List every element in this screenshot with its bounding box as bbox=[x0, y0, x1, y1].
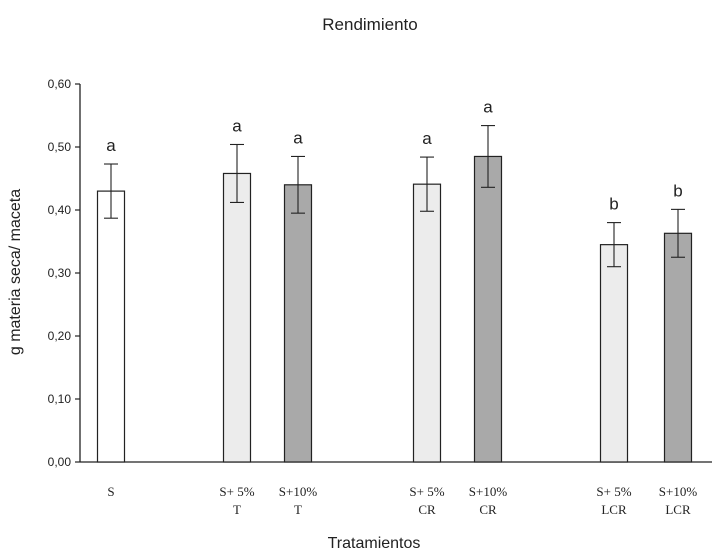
y-axis-label: g materia seca/ maceta bbox=[7, 189, 24, 355]
labels-group: a Sa S+ 5% Ta S+10% Ta S+ 5% CR a S+10% CR b S+ 5% LC… bbox=[106, 98, 697, 517]
bar bbox=[283, 184, 313, 463]
significance-label: a bbox=[483, 98, 493, 117]
category-sublabel: LCR bbox=[601, 502, 627, 517]
bars-group bbox=[96, 125, 693, 463]
category-label: S+10% bbox=[659, 484, 698, 499]
category-sublabel: CR bbox=[479, 502, 497, 517]
bar bbox=[663, 232, 693, 463]
category-sublabel: T bbox=[233, 502, 241, 517]
category-sublabel: LCR bbox=[665, 502, 691, 517]
significance-label: a bbox=[422, 129, 432, 148]
bar bbox=[599, 244, 629, 463]
x-axis-label: Tratamientos bbox=[328, 535, 421, 551]
significance-label: b bbox=[609, 195, 618, 214]
category-sublabel: T bbox=[294, 502, 302, 517]
significance-label: a bbox=[106, 136, 116, 155]
y-tick-label: 0,50 bbox=[48, 140, 72, 154]
y-tick-label: 0,10 bbox=[48, 392, 72, 406]
y-tick-label: 0,60 bbox=[48, 77, 72, 91]
category-label: S+10% bbox=[469, 484, 508, 499]
category-sublabel: CR bbox=[418, 502, 436, 517]
category-label: S+10% bbox=[279, 484, 318, 499]
significance-label: a bbox=[293, 128, 303, 147]
y-tick-label: 0,40 bbox=[48, 203, 72, 217]
bar bbox=[96, 190, 126, 463]
significance-label: a bbox=[232, 116, 242, 135]
significance-label: b bbox=[673, 181, 682, 200]
category-label: S+ 5% bbox=[409, 484, 444, 499]
category-label: S+ 5% bbox=[219, 484, 254, 499]
category-label: S bbox=[107, 484, 114, 499]
bar bbox=[412, 183, 442, 463]
bar bbox=[222, 172, 252, 463]
y-tick-label: 0,00 bbox=[48, 455, 72, 469]
y-tick-label: 0,20 bbox=[48, 329, 72, 343]
y-tick-label: 0,30 bbox=[48, 266, 72, 280]
chart-title: Rendimiento bbox=[322, 15, 417, 34]
category-label: S+ 5% bbox=[596, 484, 631, 499]
bar bbox=[473, 155, 503, 463]
